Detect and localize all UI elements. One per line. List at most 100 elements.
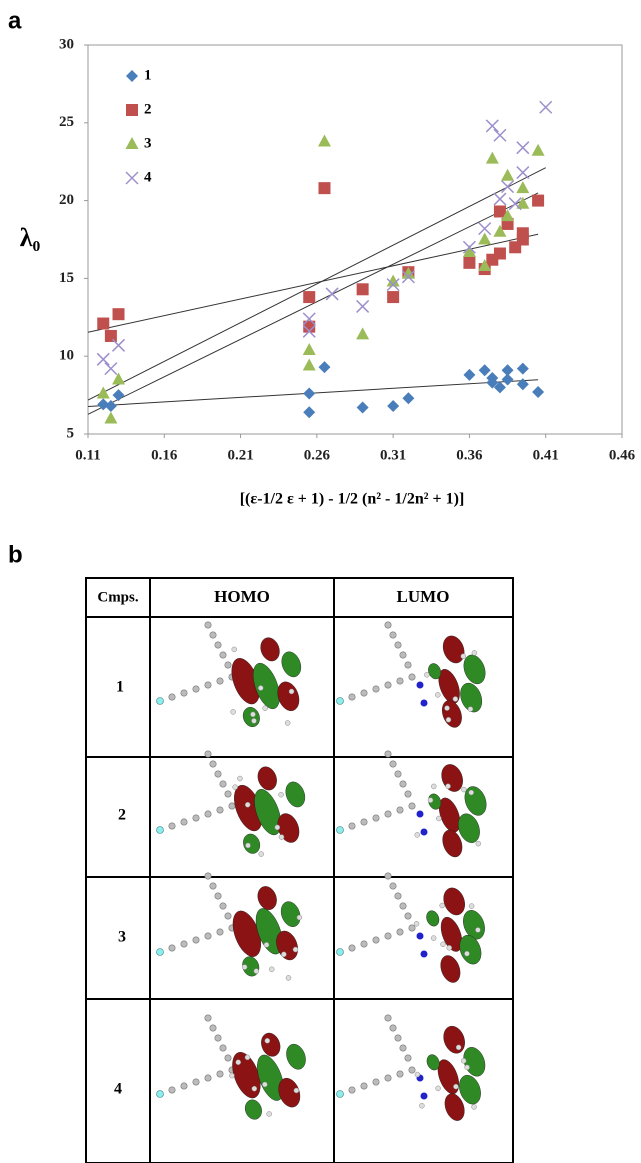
point bbox=[493, 381, 506, 394]
point bbox=[112, 389, 125, 402]
point bbox=[532, 194, 545, 207]
row-label: 4 bbox=[114, 1081, 122, 1098]
table-border bbox=[85, 577, 514, 1163]
point bbox=[356, 299, 370, 313]
atom bbox=[251, 1085, 258, 1092]
y-axis-label: λ₀ bbox=[20, 223, 41, 252]
atom bbox=[224, 1054, 232, 1062]
point bbox=[125, 137, 139, 149]
atom bbox=[384, 932, 392, 940]
atom bbox=[219, 651, 227, 659]
atom bbox=[445, 717, 452, 723]
atom bbox=[348, 944, 356, 952]
atom bbox=[192, 685, 200, 693]
atom bbox=[293, 1087, 300, 1094]
atom bbox=[244, 1054, 251, 1061]
point bbox=[501, 364, 514, 377]
orbital-image bbox=[336, 621, 486, 728]
atom bbox=[168, 822, 176, 830]
atom bbox=[389, 882, 397, 890]
y-tick-label: 15 bbox=[59, 270, 74, 286]
x-tick-label: 0.31 bbox=[380, 447, 406, 463]
point bbox=[516, 166, 530, 180]
point bbox=[96, 386, 110, 399]
atom bbox=[266, 1111, 272, 1117]
atom bbox=[464, 1064, 470, 1071]
point bbox=[104, 411, 118, 424]
atom bbox=[435, 1085, 441, 1092]
atom bbox=[404, 912, 412, 920]
point bbox=[302, 358, 316, 371]
atom bbox=[229, 1072, 235, 1079]
atom bbox=[384, 621, 392, 629]
atom bbox=[204, 1074, 212, 1082]
table bbox=[85, 577, 514, 1163]
atom bbox=[384, 1014, 392, 1022]
point bbox=[532, 385, 545, 398]
atom bbox=[414, 1071, 421, 1078]
point bbox=[317, 134, 331, 147]
row-label: 2 bbox=[118, 807, 126, 824]
orbital-lobe bbox=[441, 700, 462, 728]
atom bbox=[384, 810, 392, 818]
atom bbox=[408, 673, 416, 681]
atom bbox=[394, 892, 402, 900]
atom bbox=[219, 902, 227, 910]
orbital-lobe bbox=[443, 887, 465, 916]
atom bbox=[439, 902, 445, 909]
point bbox=[97, 317, 110, 330]
atom bbox=[258, 851, 264, 857]
point bbox=[112, 308, 125, 321]
atom bbox=[224, 661, 232, 669]
orbital-lobe bbox=[440, 955, 461, 983]
point bbox=[402, 392, 415, 405]
orbital-lobe bbox=[458, 813, 480, 843]
atom bbox=[455, 1044, 462, 1051]
orbital-lobe bbox=[443, 1025, 465, 1054]
atom bbox=[471, 1104, 477, 1110]
point bbox=[478, 364, 491, 377]
atom bbox=[396, 806, 404, 814]
orbital-lobe bbox=[442, 829, 463, 858]
point bbox=[493, 192, 507, 206]
orbital-lobe bbox=[277, 681, 300, 712]
table-header: HOMO bbox=[214, 587, 270, 606]
atom bbox=[264, 1038, 271, 1044]
atom bbox=[231, 646, 238, 653]
atom bbox=[360, 689, 368, 697]
atom bbox=[384, 1074, 392, 1082]
atom bbox=[250, 711, 256, 718]
point bbox=[462, 240, 476, 254]
x-tick-label: 0.41 bbox=[533, 447, 559, 463]
atom bbox=[214, 1034, 222, 1042]
orbital-lobe bbox=[260, 637, 280, 662]
point bbox=[485, 119, 499, 133]
point bbox=[303, 291, 316, 304]
atom bbox=[156, 826, 164, 834]
point bbox=[386, 278, 400, 292]
atom bbox=[414, 832, 421, 838]
table-header: LUMO bbox=[397, 587, 450, 606]
atom bbox=[461, 786, 467, 793]
atom bbox=[416, 681, 424, 689]
atom bbox=[436, 815, 442, 822]
atom bbox=[253, 968, 260, 974]
atom bbox=[389, 631, 397, 639]
atom bbox=[168, 1086, 176, 1094]
atom bbox=[440, 941, 446, 948]
atom bbox=[278, 791, 284, 798]
atom bbox=[444, 705, 450, 711]
atom bbox=[408, 924, 416, 932]
orbital-lobe bbox=[460, 682, 483, 713]
atom bbox=[396, 1070, 404, 1078]
atom bbox=[224, 790, 232, 798]
atom bbox=[204, 621, 212, 629]
atom bbox=[475, 840, 482, 847]
orbital-lobe bbox=[244, 1099, 262, 1120]
atom bbox=[209, 760, 217, 768]
atom bbox=[216, 806, 224, 814]
orbital-lobe bbox=[253, 662, 280, 710]
atom bbox=[180, 818, 188, 826]
atom bbox=[292, 946, 299, 953]
orbital-image bbox=[156, 750, 306, 857]
